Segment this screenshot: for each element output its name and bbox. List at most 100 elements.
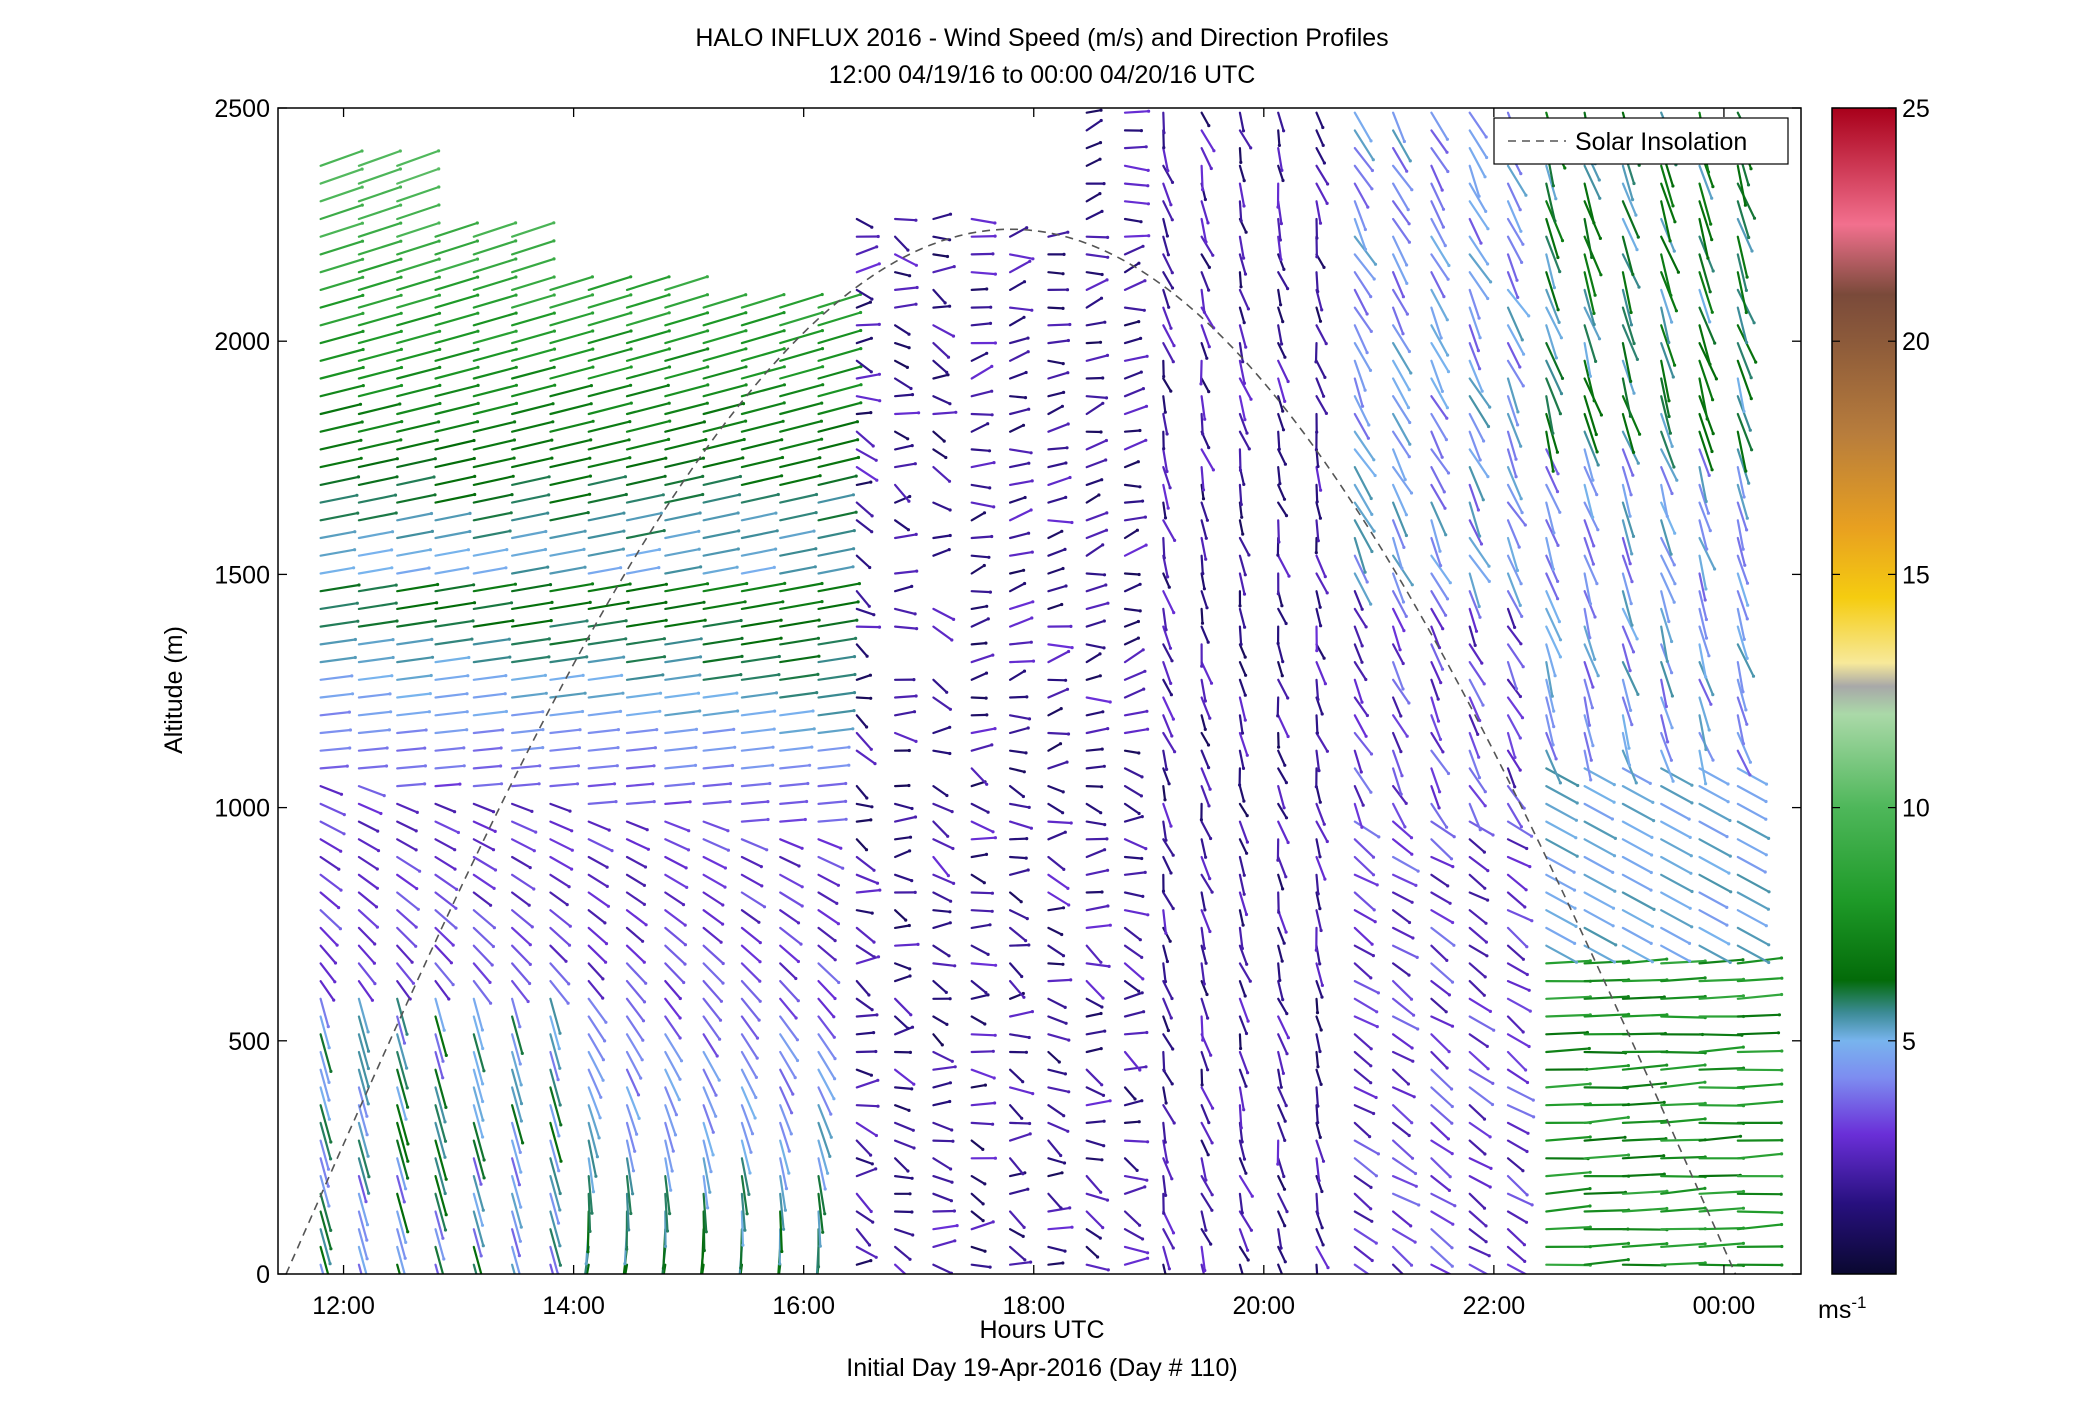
wind-vector bbox=[510, 1228, 521, 1257]
wind-vector bbox=[1047, 760, 1069, 770]
wind-vector bbox=[1660, 1081, 1707, 1089]
wind-vector bbox=[510, 1033, 522, 1066]
wind-vector bbox=[970, 1220, 995, 1231]
wind-vector-head bbox=[1067, 1038, 1071, 1042]
wind-vector bbox=[1008, 226, 1028, 238]
wind-vector-head bbox=[667, 311, 671, 315]
wind-vector-head bbox=[1321, 125, 1325, 130]
wind-vector bbox=[1430, 962, 1454, 984]
wind-vector-head bbox=[872, 1031, 876, 1035]
wind-vector bbox=[1660, 554, 1677, 585]
wind-vector-head bbox=[577, 746, 582, 750]
wind-vector-head bbox=[1752, 321, 1756, 325]
wind-vector-head bbox=[444, 1105, 448, 1109]
wind-vector-head bbox=[586, 1250, 590, 1254]
wind-vector-head bbox=[382, 794, 386, 798]
wind-vector-head bbox=[405, 1032, 409, 1036]
wind-vector-head bbox=[365, 1133, 369, 1137]
wind-vector bbox=[625, 1121, 636, 1153]
wind-vector-head bbox=[1725, 835, 1729, 839]
wind-vector bbox=[817, 1015, 836, 1039]
wind-vector-head bbox=[773, 709, 777, 713]
wind-vector-head bbox=[1408, 442, 1412, 446]
wind-vector bbox=[357, 258, 402, 274]
wind-vector-head bbox=[619, 1302, 622, 1305]
wind-vector-head bbox=[1710, 310, 1714, 314]
wind-vector bbox=[1430, 749, 1450, 775]
wind-vector bbox=[587, 547, 625, 557]
wind-vector-head bbox=[1408, 159, 1412, 163]
wind-vector-head bbox=[492, 886, 496, 891]
wind-vector bbox=[740, 1050, 758, 1079]
wind-vector bbox=[1047, 873, 1070, 890]
wind-vector bbox=[855, 855, 876, 872]
wind-vector-head bbox=[818, 456, 822, 460]
wind-vector-head bbox=[832, 1097, 836, 1101]
wind-vector-head bbox=[1283, 355, 1287, 359]
wind-vector-head bbox=[1445, 406, 1449, 410]
wind-vector-head bbox=[813, 565, 817, 569]
wind-vector bbox=[1545, 1135, 1592, 1142]
wind-vector-head bbox=[329, 1069, 333, 1073]
wind-vector-head bbox=[906, 1169, 910, 1173]
wind-vector-head bbox=[1022, 1225, 1026, 1229]
wind-vector-head bbox=[1169, 389, 1173, 393]
wind-vector-head bbox=[1519, 825, 1523, 829]
wind-vector-head bbox=[700, 1267, 704, 1271]
wind-vector bbox=[1391, 1050, 1414, 1063]
wind-vector-head bbox=[877, 322, 881, 326]
wind-vector-head bbox=[348, 728, 352, 732]
wind-vector bbox=[893, 495, 911, 504]
wind-vector-head bbox=[1780, 1138, 1784, 1142]
wind-vector bbox=[1200, 164, 1204, 191]
wind-vector bbox=[740, 383, 786, 398]
wind-vector bbox=[1123, 405, 1148, 416]
wind-vector bbox=[664, 530, 700, 540]
wind-vector-head bbox=[366, 1277, 369, 1280]
wind-vector bbox=[1353, 412, 1370, 440]
wind-vector bbox=[932, 1224, 959, 1231]
wind-vector-head bbox=[953, 1239, 957, 1243]
wind-vector bbox=[472, 312, 518, 327]
wind-vector-head bbox=[1478, 718, 1482, 723]
wind-vector-head bbox=[429, 673, 433, 678]
wind-vector bbox=[1583, 1153, 1630, 1160]
wind-vector bbox=[1008, 508, 1033, 522]
wind-vector bbox=[817, 800, 847, 806]
wind-vector-head bbox=[985, 782, 989, 786]
wind-vector-head bbox=[877, 372, 882, 376]
wind-vector-head bbox=[534, 830, 538, 834]
wind-vector bbox=[1430, 306, 1443, 340]
wind-vector bbox=[319, 276, 364, 291]
wind-vector bbox=[1085, 235, 1109, 239]
wind-vector-head bbox=[1108, 700, 1112, 704]
wind-vector-head bbox=[1590, 706, 1594, 710]
wind-vector-head bbox=[1285, 1012, 1289, 1016]
wind-vector bbox=[472, 529, 512, 540]
wind-vector-head bbox=[1558, 638, 1563, 642]
wind-vector-head bbox=[914, 694, 918, 698]
wind-vector bbox=[1238, 802, 1249, 817]
wind-vector bbox=[1047, 359, 1065, 365]
wind-vector bbox=[932, 534, 952, 540]
wind-vector bbox=[396, 330, 441, 345]
wind-vector bbox=[817, 746, 851, 752]
wind-vector bbox=[434, 838, 456, 851]
wind-vector-head bbox=[1022, 315, 1026, 319]
wind-vector bbox=[1353, 217, 1367, 251]
wind-vector bbox=[1545, 554, 1559, 583]
wind-vector-head bbox=[1518, 768, 1522, 772]
wind-vector bbox=[1698, 1190, 1745, 1195]
wind-vector-head bbox=[1409, 1263, 1414, 1267]
wind-vector-head bbox=[915, 569, 919, 573]
wind-vector-head bbox=[1206, 1153, 1210, 1157]
wind-vector-head bbox=[1062, 867, 1066, 872]
wind-vector-head bbox=[546, 511, 550, 515]
wind-vector-head bbox=[1514, 687, 1519, 691]
wind-vector bbox=[625, 475, 667, 486]
wind-vector bbox=[1545, 359, 1563, 395]
wind-vector bbox=[1315, 271, 1319, 293]
wind-vector bbox=[1315, 855, 1327, 881]
wind-vector-head bbox=[1414, 883, 1418, 888]
wind-vector bbox=[1468, 625, 1477, 647]
